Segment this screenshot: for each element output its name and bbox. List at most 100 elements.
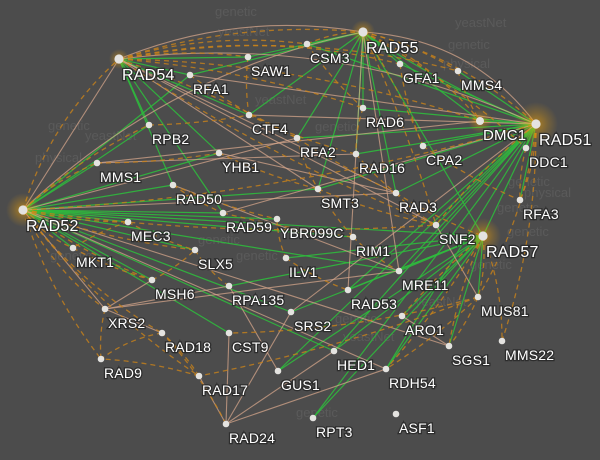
edge-green xyxy=(248,31,364,116)
node-label-GFA1: GFA1 xyxy=(403,70,440,86)
node-label-HED1: HED1 xyxy=(337,357,375,373)
node-RAD52[interactable] xyxy=(18,205,28,215)
node-RAD18[interactable] xyxy=(158,329,166,337)
node-RFA1[interactable] xyxy=(186,71,194,79)
edge-green xyxy=(22,209,484,237)
node-SNF2[interactable] xyxy=(432,221,440,229)
edge-tan xyxy=(290,123,537,313)
node-MUS81[interactable] xyxy=(474,293,482,301)
node-YBR099C[interactable] xyxy=(273,215,281,223)
node-label-RAD9: RAD9 xyxy=(104,365,142,381)
node-MSH6[interactable] xyxy=(148,276,156,284)
node-RAD16[interactable] xyxy=(352,150,360,158)
node-DMC1[interactable] xyxy=(476,117,484,125)
node-RAD57[interactable] xyxy=(478,231,488,241)
node-RAD51[interactable] xyxy=(531,119,541,129)
edge-tan xyxy=(225,332,230,425)
node-SRS2[interactable] xyxy=(287,308,295,316)
edge-dash xyxy=(22,124,150,211)
edge-green xyxy=(317,31,364,190)
node-label-SLX5: SLX5 xyxy=(198,256,233,272)
node-SGS1[interactable] xyxy=(445,342,453,350)
node-ILV1[interactable] xyxy=(282,254,290,262)
node-YHB1[interactable] xyxy=(215,149,223,157)
node-label-ARO1: ARO1 xyxy=(405,322,444,338)
edge-dash xyxy=(395,192,484,237)
watermark-text: yeastNet xyxy=(343,329,395,344)
node-SMT3[interactable] xyxy=(314,185,322,193)
watermark-text: yeastNet xyxy=(455,15,507,30)
node-RFA2[interactable] xyxy=(293,134,301,142)
edge-dash xyxy=(72,221,129,249)
edge-green xyxy=(22,209,278,220)
node-ARO1[interactable] xyxy=(398,312,406,320)
node-SLX5[interactable] xyxy=(191,246,199,254)
edge-green xyxy=(22,209,292,313)
edge-dash xyxy=(198,296,479,377)
edge-dash xyxy=(222,212,354,238)
edge-dash xyxy=(161,332,200,377)
edge-tan xyxy=(225,350,335,425)
node-RAD17[interactable] xyxy=(195,372,203,380)
node-MRE11[interactable] xyxy=(395,267,403,275)
node-SAW1[interactable] xyxy=(244,53,252,61)
node-label-RAD57: RAD57 xyxy=(486,244,539,261)
edge-dash xyxy=(118,44,459,72)
edge-dash xyxy=(457,70,481,122)
edge-green xyxy=(118,56,249,60)
node-CTF4[interactable] xyxy=(245,111,253,119)
node-RAD24[interactable] xyxy=(222,420,230,428)
node-RAD9[interactable] xyxy=(97,355,105,363)
node-HED1[interactable] xyxy=(330,347,338,355)
node-MEC3[interactable] xyxy=(124,218,132,226)
edge-dash xyxy=(285,257,349,291)
edge-dash xyxy=(296,137,397,194)
node-GFA1[interactable] xyxy=(396,60,404,68)
edge-dash xyxy=(99,308,106,360)
node-label-RAD16: RAD16 xyxy=(359,160,405,176)
edge-green xyxy=(435,123,537,226)
edge-dash xyxy=(352,236,400,272)
node-CPA2[interactable] xyxy=(419,142,427,150)
node-CST9[interactable] xyxy=(225,329,233,337)
edge-green xyxy=(22,209,196,251)
watermark-text: genetic xyxy=(50,248,92,263)
node-RAD50[interactable] xyxy=(169,181,177,189)
node-ASF1[interactable] xyxy=(392,410,400,418)
node-RPA135[interactable] xyxy=(225,282,233,290)
node-MMS1[interactable] xyxy=(93,159,101,167)
node-DDC1[interactable] xyxy=(522,144,530,152)
edge-dash xyxy=(306,43,364,109)
node-MKT1[interactable] xyxy=(69,244,77,252)
node-RIM1[interactable] xyxy=(349,233,357,241)
node-MMS4[interactable] xyxy=(454,67,462,75)
node-XRS2[interactable] xyxy=(101,305,109,313)
node-CSM3[interactable] xyxy=(303,40,311,48)
node-GUS1[interactable] xyxy=(274,367,282,375)
node-MMS22[interactable] xyxy=(498,337,506,345)
edge-tan xyxy=(104,308,163,334)
node-RAD53[interactable] xyxy=(344,286,352,294)
edge-dash xyxy=(118,39,308,60)
edge-green xyxy=(401,235,484,317)
edge-dash xyxy=(118,58,364,109)
node-RPB2[interactable] xyxy=(145,121,153,129)
node-RAD6[interactable] xyxy=(359,104,367,112)
node-RAD3[interactable] xyxy=(392,189,400,197)
node-RFA3[interactable] xyxy=(516,196,524,204)
watermark-text: genetic xyxy=(508,174,550,189)
edge-green xyxy=(285,235,484,259)
node-RAD55[interactable] xyxy=(358,27,368,37)
node-RDH54[interactable] xyxy=(382,365,390,373)
edge-tan xyxy=(96,153,357,164)
node-RPT3[interactable] xyxy=(309,414,317,422)
edge-dash xyxy=(362,31,437,226)
node-RAD59[interactable] xyxy=(219,209,227,217)
edge-dash xyxy=(218,152,319,190)
edge-green xyxy=(277,123,537,372)
node-RAD54[interactable] xyxy=(114,54,124,64)
edge-green xyxy=(189,31,364,76)
edge-dash xyxy=(118,28,364,60)
node-label-RAD18: RAD18 xyxy=(165,339,211,355)
node-label-RAD53: RAD53 xyxy=(351,296,397,312)
